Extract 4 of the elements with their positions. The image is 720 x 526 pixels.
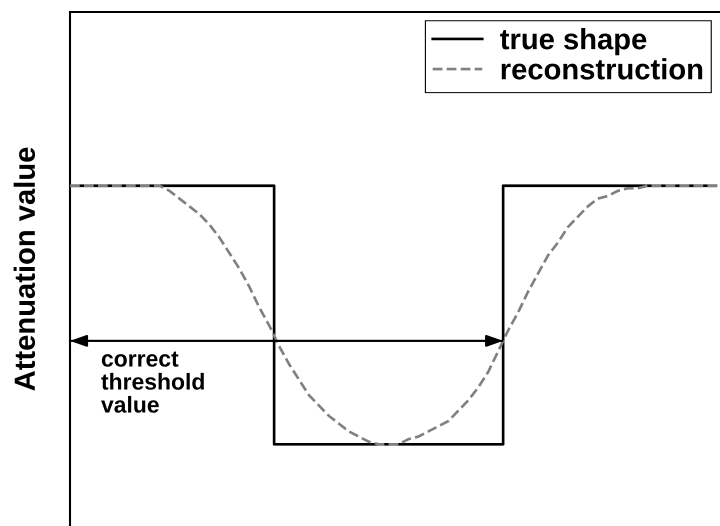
ref-line-label: correct threshold value (101, 352, 204, 413)
legend-label: reconstruction (502, 58, 702, 80)
legend-label: true shape (500, 28, 646, 56)
y-axis-title: Attenuation value (14, 148, 36, 391)
